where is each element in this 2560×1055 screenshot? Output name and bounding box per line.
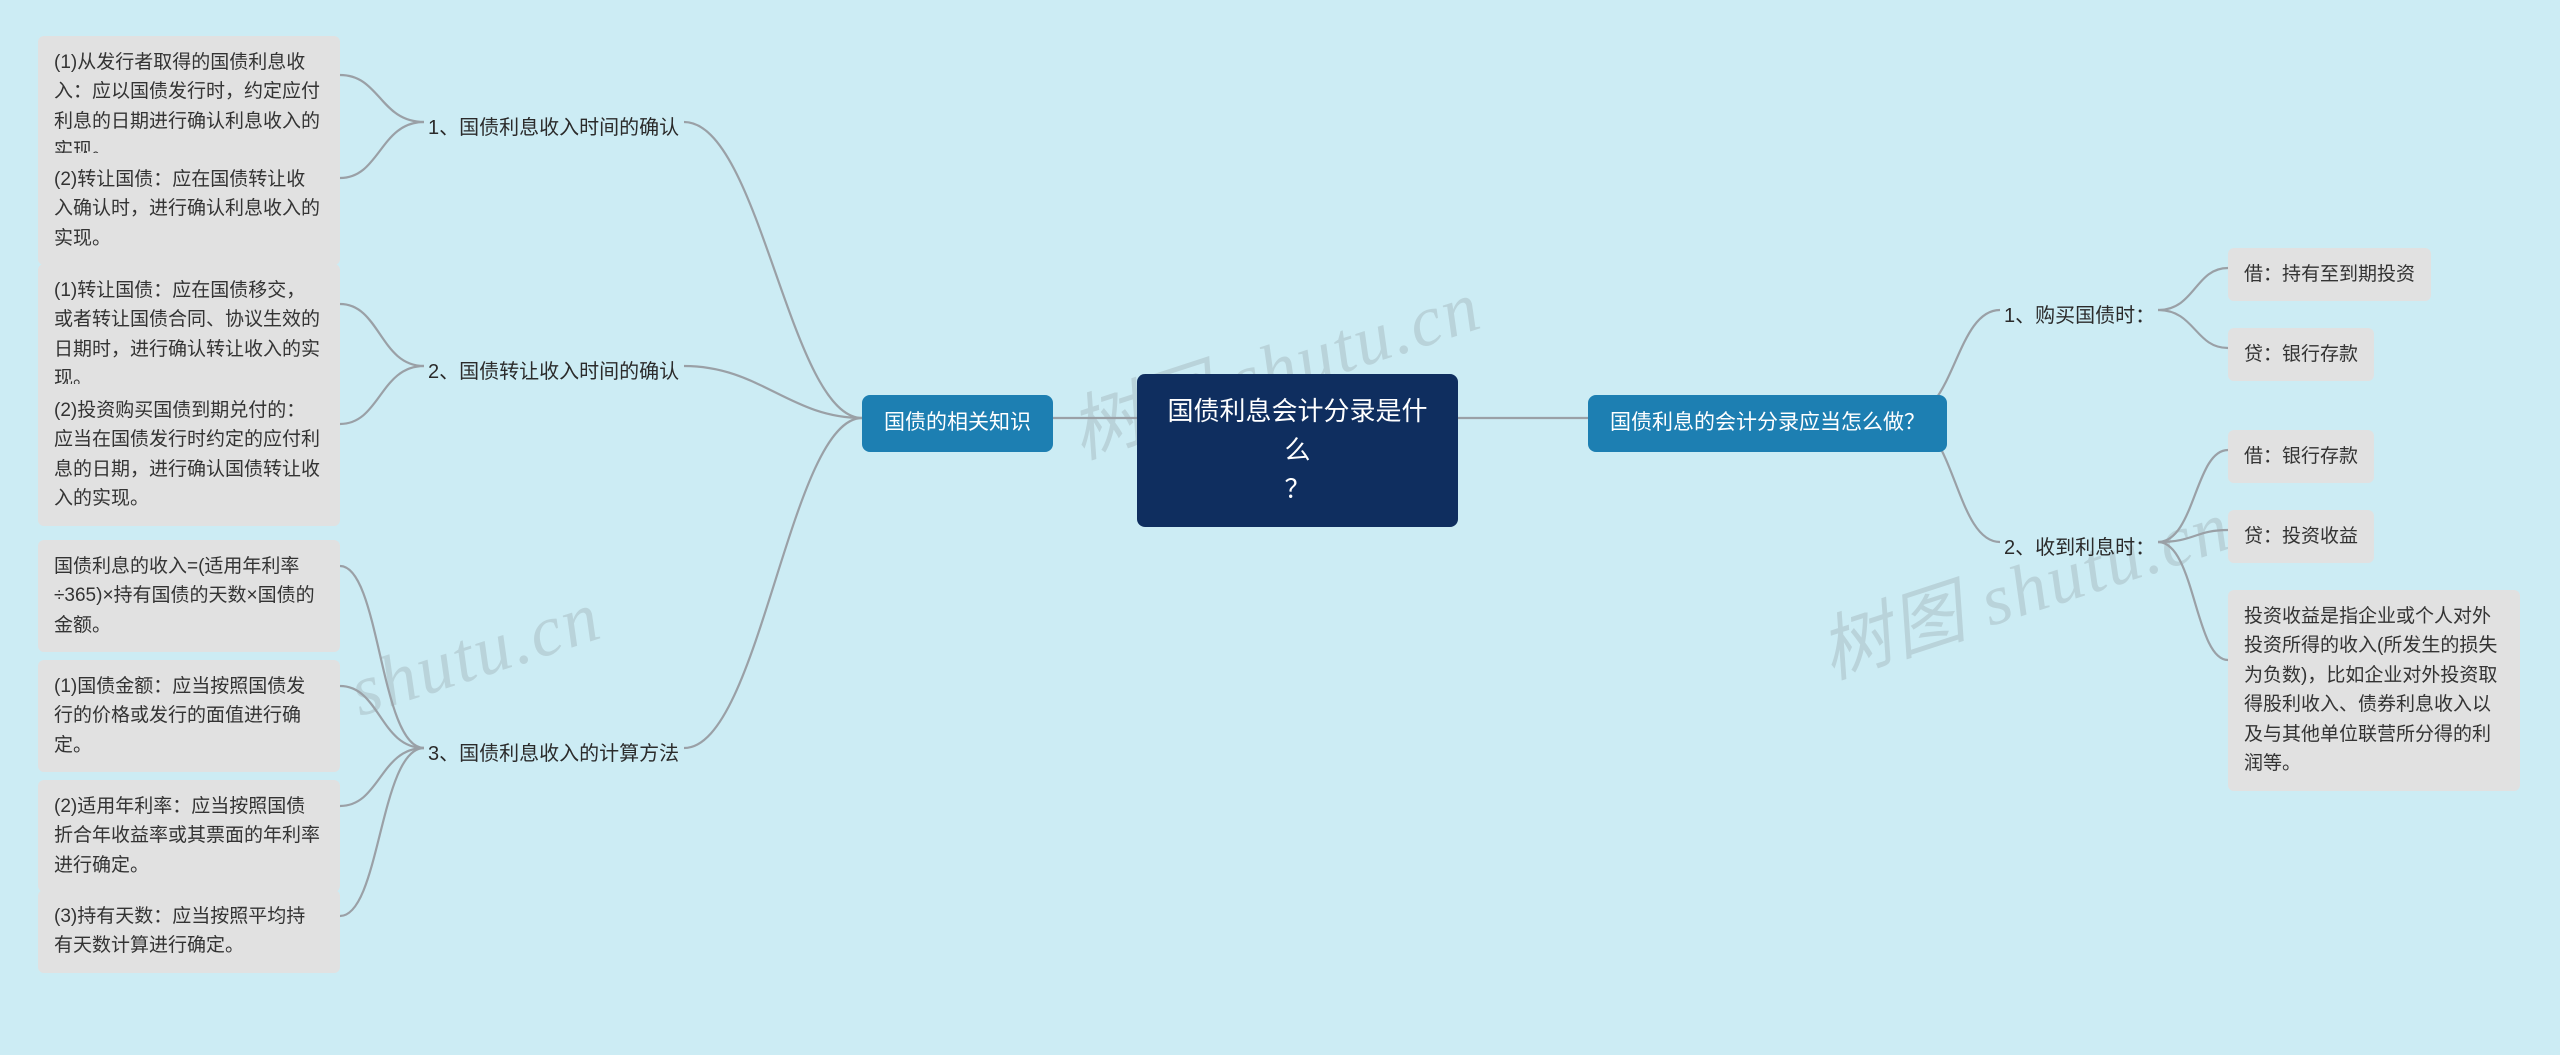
right-topic-2-label: 2、收到利息时： (2004, 537, 2155, 559)
right-leaf-2-1: 借：银行存款 (2228, 430, 2374, 483)
left-leaf-3-4-text: (3)持有天数：应当按照平均持有天数计算进行确定。 (54, 906, 305, 956)
left-leaf-3-4: (3)持有天数：应当按照平均持有天数计算进行确定。 (38, 890, 340, 973)
left-leaf-3-2-text: (1)国债金额：应当按照国债发行的价格或发行的面值进行确定。 (54, 676, 305, 756)
right-topic-1-label: 1、购买国债时： (2004, 305, 2155, 327)
right-leaf-1-2: 贷：银行存款 (2228, 328, 2374, 381)
right-sub-label: 国债利息的会计分录应当怎么做？ (1610, 411, 1925, 434)
right-leaf-2-3: 投资收益是指企业或个人对外投资所得的收入(所发生的损失为负数)，比如企业对外投资… (2228, 590, 2520, 791)
right-leaf-2-2-text: 贷：投资收益 (2244, 526, 2358, 547)
left-leaf-1-2-text: (2)转让国债：应在国债转让收入确认时，进行确认利息收入的实现。 (54, 169, 320, 249)
left-topic-3-label: 3、国债利息收入的计算方法 (428, 743, 679, 765)
right-sub-node: 国债利息的会计分录应当怎么做？ (1588, 395, 1947, 452)
left-leaf-1-1-text: (1)从发行者取得的国债利息收入：应以国债发行时，约定应付利息的日期进行确认利息… (54, 52, 320, 161)
left-sub-node: 国债的相关知识 (862, 395, 1053, 452)
right-topic-1: 1、购买国债时： (2000, 295, 2159, 338)
left-leaf-2-1-text: (1)转让国债：应在国债移交，或者转让国债合同、协议生效的日期时，进行确认转让收… (54, 280, 320, 389)
right-topic-2: 2、收到利息时： (2000, 527, 2159, 570)
left-topic-2-label: 2、国债转让收入时间的确认 (428, 361, 679, 383)
root-line2: ？ (1284, 474, 1310, 504)
right-leaf-2-2: 贷：投资收益 (2228, 510, 2374, 563)
right-leaf-1-1-text: 借：持有至到期投资 (2244, 264, 2415, 285)
left-topic-3: 3、国债利息收入的计算方法 (424, 733, 683, 776)
left-topic-1-label: 1、国债利息收入时间的确认 (428, 117, 679, 139)
root-line1: 国债利息会计分录是什么 (1167, 396, 1427, 465)
left-leaf-3-1: 国债利息的收入=(适用年利率÷365)×持有国债的天数×国债的金额。 (38, 540, 340, 652)
root-node: 国债利息会计分录是什么 ？ (1137, 374, 1458, 527)
left-leaf-3-2: (1)国债金额：应当按照国债发行的价格或发行的面值进行确定。 (38, 660, 340, 772)
left-leaf-3-1-text: 国债利息的收入=(适用年利率÷365)×持有国债的天数×国债的金额。 (54, 556, 315, 636)
watermark: 树图 shutu.cn (1804, 467, 2242, 698)
left-leaf-1-2: (2)转让国债：应在国债转让收入确认时，进行确认利息收入的实现。 (38, 153, 340, 265)
left-leaf-3-3-text: (2)适用年利率：应当按照国债折合年收益率或其票面的年利率进行确定。 (54, 796, 320, 876)
left-leaf-3-3: (2)适用年利率：应当按照国债折合年收益率或其票面的年利率进行确定。 (38, 780, 340, 892)
right-leaf-2-1-text: 借：银行存款 (2244, 446, 2358, 467)
left-topic-2: 2、国债转让收入时间的确认 (424, 351, 683, 394)
connector-layer (0, 0, 2560, 1055)
right-leaf-1-2-text: 贷：银行存款 (2244, 344, 2358, 365)
left-topic-1: 1、国债利息收入时间的确认 (424, 107, 683, 150)
left-leaf-2-2: (2)投资购买国债到期兑付的：应当在国债发行时约定的应付利息的日期，进行确认国债… (38, 384, 340, 526)
left-leaf-2-2-text: (2)投资购买国债到期兑付的：应当在国债发行时约定的应付利息的日期，进行确认国债… (54, 400, 320, 509)
left-sub-label: 国债的相关知识 (884, 411, 1031, 434)
right-leaf-2-3-text: 投资收益是指企业或个人对外投资所得的收入(所发生的损失为负数)，比如企业对外投资… (2244, 606, 2497, 774)
right-leaf-1-1: 借：持有至到期投资 (2228, 248, 2431, 301)
